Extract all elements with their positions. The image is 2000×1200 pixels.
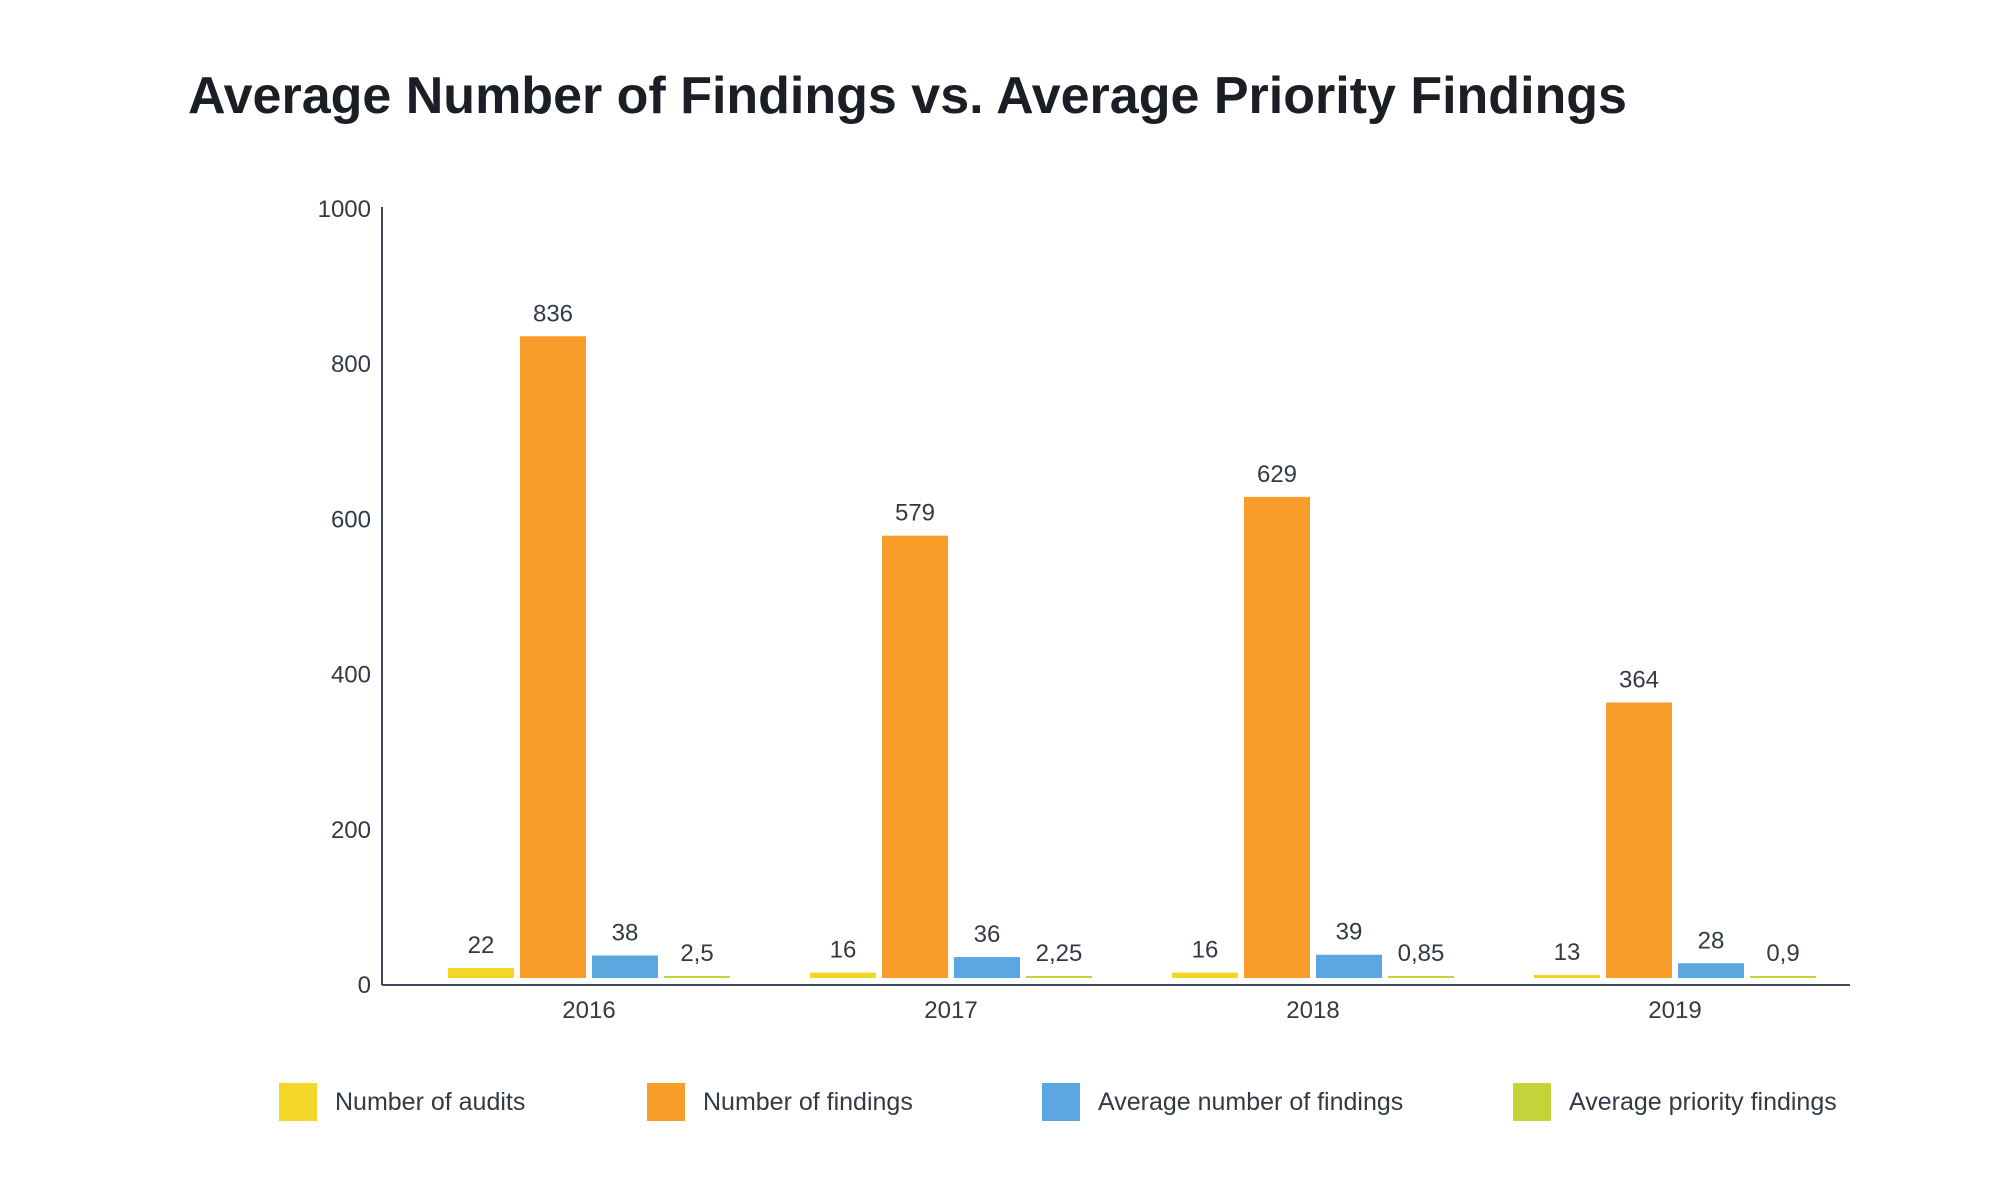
legend-swatch-average-number-of-findings bbox=[1042, 1083, 1080, 1121]
bar bbox=[810, 972, 876, 978]
legend-item-average-priority-findings: Average priority findings bbox=[1513, 1082, 1837, 1122]
data-label: 2,5 bbox=[680, 940, 713, 967]
legend: Number of audits Number of findings Aver… bbox=[0, 1082, 2000, 1132]
bar bbox=[664, 976, 730, 978]
bar bbox=[1750, 976, 1816, 978]
bar bbox=[592, 955, 658, 978]
legend-label-average-number-of-findings: Average number of findings bbox=[1098, 1087, 1404, 1116]
legend-item-average-number-of-findings: Average number of findings bbox=[1042, 1082, 1403, 1122]
data-label: 579 bbox=[895, 500, 935, 527]
legend-swatch-average-priority-findings bbox=[1513, 1083, 1551, 1121]
data-label: 16 bbox=[830, 937, 857, 964]
bar bbox=[1606, 702, 1672, 978]
x-category-label: 2018 bbox=[1286, 997, 1339, 1024]
legend-label-average-priority-findings: Average priority findings bbox=[1569, 1087, 1837, 1116]
data-label: 28 bbox=[1698, 927, 1725, 954]
x-category-label: 2017 bbox=[924, 997, 977, 1024]
data-label: 16 bbox=[1192, 937, 1219, 964]
data-label: 39 bbox=[1336, 919, 1363, 946]
data-label: 0,85 bbox=[1398, 940, 1445, 967]
bar bbox=[1026, 976, 1092, 978]
legend-label-number-of-findings: Number of findings bbox=[703, 1087, 913, 1116]
bar bbox=[882, 535, 948, 978]
data-label: 22 bbox=[468, 932, 495, 959]
legend-label-number-of-audits: Number of audits bbox=[335, 1087, 526, 1116]
legend-swatch-number-of-audits bbox=[279, 1083, 317, 1121]
chart-title: Average Number of Findings vs. Average P… bbox=[188, 67, 1627, 125]
bar bbox=[520, 336, 586, 978]
data-label: 0,9 bbox=[1766, 940, 1799, 967]
data-label: 38 bbox=[612, 920, 639, 947]
data-label: 629 bbox=[1257, 461, 1297, 488]
x-category-label: 2019 bbox=[1648, 997, 1701, 1024]
bar bbox=[1172, 972, 1238, 978]
bar bbox=[1534, 974, 1600, 978]
x-category-label: 2016 bbox=[562, 997, 615, 1024]
bar bbox=[1388, 976, 1454, 978]
legend-swatch-number-of-findings bbox=[647, 1083, 685, 1121]
y-tick-label: 0 bbox=[358, 972, 371, 999]
bar bbox=[1244, 496, 1310, 978]
data-label: 2,25 bbox=[1036, 940, 1083, 967]
data-label: 836 bbox=[533, 300, 573, 327]
legend-item-number-of-audits: Number of audits bbox=[279, 1082, 525, 1122]
y-tick-label: 200 bbox=[331, 817, 371, 844]
legend-item-number-of-findings: Number of findings bbox=[647, 1082, 913, 1122]
bar bbox=[954, 957, 1020, 978]
y-tick-label: 600 bbox=[331, 506, 371, 533]
data-label: 364 bbox=[1619, 667, 1659, 694]
y-tick-label: 1000 bbox=[318, 196, 371, 223]
data-label: 13 bbox=[1554, 939, 1581, 966]
bar bbox=[1678, 963, 1744, 978]
data-label: 36 bbox=[974, 921, 1001, 948]
bar bbox=[448, 967, 514, 978]
y-tick-label: 800 bbox=[331, 351, 371, 378]
y-tick-label: 400 bbox=[331, 662, 371, 689]
bar bbox=[1316, 954, 1382, 978]
